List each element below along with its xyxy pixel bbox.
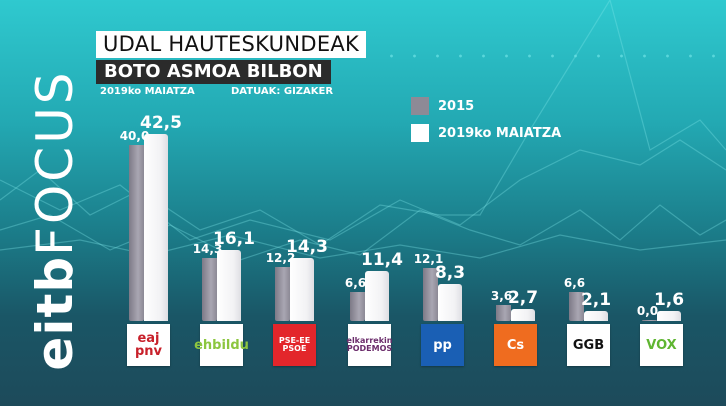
eitb-focus-logo: eitb FOCUS <box>25 69 85 371</box>
legend-item-2015: 2015 <box>411 97 474 115</box>
party-logo-7: VOX <box>640 324 683 366</box>
value-label-2019-0: 42,5 <box>140 113 182 133</box>
value-label-2019-1: 16,1 <box>213 229 255 250</box>
value-label-2019-4: 8,3 <box>434 263 466 284</box>
value-label-2015-4: 12,1 <box>413 251 444 266</box>
legend-swatch-2015 <box>411 97 429 115</box>
legend-swatch-2019 <box>411 124 429 142</box>
legend-item-2019: 2019ko MAIATZA <box>411 124 561 142</box>
bar-2019-7 <box>657 311 681 321</box>
value-label-2019-5: 2,7 <box>507 288 539 309</box>
legend-label-2015: 2015 <box>438 98 475 114</box>
bar-2015-4 <box>423 267 438 321</box>
value-label-2019-6: 2,1 <box>580 290 612 310</box>
value-label-2019-3: 11,4 <box>361 249 403 270</box>
value-label-2015-6: 6,6 <box>563 275 586 290</box>
bar-2015-1 <box>202 258 217 321</box>
value-label-2015-2: 12,2 <box>265 251 296 266</box>
logo-focus: FOCUS <box>26 69 84 256</box>
source-label: DATUAK: GIZAKER <box>231 86 334 97</box>
bar-2019-5 <box>511 309 535 321</box>
bar-2015-7 <box>642 320 657 321</box>
value-label-2015-1: 14,3 <box>192 242 223 257</box>
party-logo-0: eaj pnv <box>127 324 170 366</box>
legend-label-2019: 2019ko MAIATZA <box>438 125 562 141</box>
party-logo-1: ehbildu <box>194 324 249 366</box>
bar-2015-0 <box>129 145 144 321</box>
chart-title: UDAL HAUTESKUNDEAK <box>96 31 367 58</box>
logo-eitb: eitb <box>26 255 84 371</box>
dotted-divider <box>380 54 726 58</box>
value-label-2019-2: 14,3 <box>286 237 328 258</box>
bar-2015-5 <box>496 305 511 321</box>
bar-2019-6 <box>584 311 608 321</box>
value-label-2015-3: 6,6 <box>344 275 367 290</box>
bar-2015-2 <box>275 267 290 321</box>
bar-2019-4 <box>438 284 462 321</box>
date-label: 2019ko MAIATZA <box>100 86 195 97</box>
party-logo-5: Cs <box>494 324 537 366</box>
value-label-2015-7: 0,0 <box>636 304 659 318</box>
party-logo-4: pp <box>421 324 464 366</box>
bar-2019-1 <box>217 250 241 321</box>
bar-2019-0 <box>144 134 168 321</box>
chart-subtitle: BOTO ASMOA BILBON <box>96 60 331 84</box>
value-label-2019-7: 1,6 <box>653 290 685 310</box>
bar-2019-3 <box>365 270 389 321</box>
value-label-2015-5: 3,6 <box>490 289 513 304</box>
bar-2019-2 <box>290 258 314 321</box>
party-logo-3: elkarrekin PODEMOS <box>347 324 392 366</box>
value-label-2015-0: 40,0 <box>119 129 150 143</box>
bar-2015-3 <box>350 291 365 321</box>
party-logo-6: GGB <box>567 324 610 366</box>
bar-2015-6 <box>569 291 584 321</box>
party-logo-2: PSE-EE PSOE <box>273 324 316 366</box>
